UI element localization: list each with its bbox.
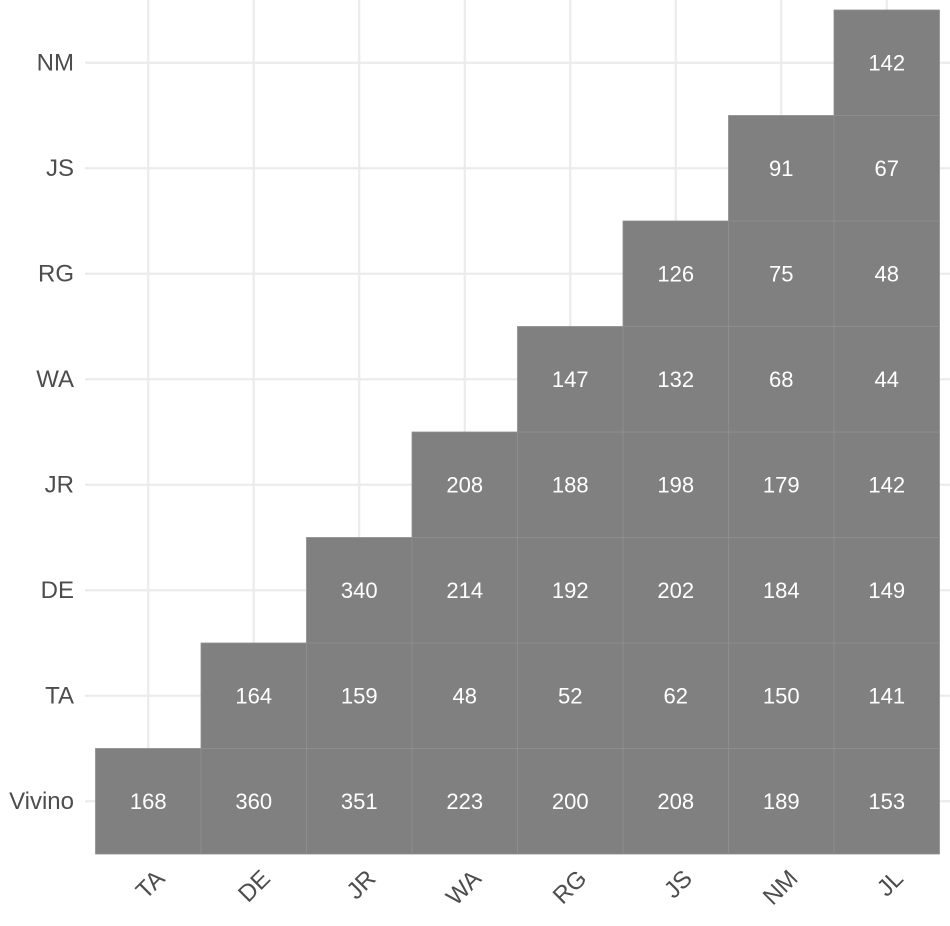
cell-value-label: 142 (868, 50, 905, 75)
cell-value-label: 150 (763, 683, 800, 708)
heatmap-cell (306, 537, 413, 644)
heatmap-cell (517, 431, 624, 538)
heatmap-cell (833, 9, 940, 116)
heatmap-cell (411, 431, 518, 538)
heatmap-cell (833, 642, 940, 749)
cell-value-label: 67 (875, 156, 899, 181)
x-tick-label: NM (758, 865, 803, 910)
heatmap-cell (728, 748, 835, 855)
heatmap-cell (306, 642, 413, 749)
heatmap-cell (411, 537, 518, 644)
cell-value-label: 142 (868, 472, 905, 497)
cell-value-label: 44 (875, 367, 899, 392)
y-tick-label: NM (37, 49, 74, 76)
heatmap-cell (622, 220, 729, 327)
x-tick-label: TA (131, 865, 171, 905)
cell-value-label: 75 (769, 261, 793, 286)
cell-value-label: 48 (875, 261, 899, 286)
heatmap-cell (517, 537, 624, 644)
heatmap-cell (622, 326, 729, 433)
y-tick-label: TA (45, 682, 74, 709)
heatmap-cell (95, 748, 202, 855)
cell-value-label: 168 (130, 789, 167, 814)
cell-labels: 168 360 351 223 200 208 189 153 164 159 48 52 62 150 1… (130, 50, 905, 814)
heatmap-cell (411, 748, 518, 855)
heatmap-cell (517, 326, 624, 433)
cell-value-label: 340 (341, 578, 378, 603)
heatmap-cell (728, 115, 835, 222)
heatmap-cell (833, 748, 940, 855)
heatmap-cell (622, 748, 729, 855)
cell-value-label: 62 (664, 683, 688, 708)
cell-value-label: 153 (868, 789, 905, 814)
heatmap-cell (306, 748, 413, 855)
heatmap-cell (411, 642, 518, 749)
cell-value-label: 198 (657, 472, 694, 497)
y-tick-label: JS (46, 155, 74, 182)
cell-value-label: 208 (657, 789, 694, 814)
cell-value-label: 159 (341, 683, 378, 708)
x-tick-label: WA (441, 865, 487, 911)
heatmap-cell (833, 537, 940, 644)
x-axis: TA DE JR WA RG JS NM JL (131, 865, 909, 911)
heatmap-cell (200, 642, 307, 749)
y-tick-label: RG (38, 260, 74, 287)
cell-value-label: 164 (235, 683, 272, 708)
y-axis: Vivino TA DE JR WA RG JS NM (9, 49, 74, 815)
x-tick-label: JS (659, 865, 698, 904)
heatmap-cell (833, 431, 940, 538)
cell-value-label: 223 (446, 789, 483, 814)
x-tick-label: RG (548, 865, 593, 910)
heatmap-cell (728, 220, 835, 327)
x-tick-label: JL (872, 865, 909, 902)
cell-value-label: 132 (657, 367, 694, 392)
heatmap-cell (833, 326, 940, 433)
heatmap-cell (728, 642, 835, 749)
cell-value-label: 91 (769, 156, 793, 181)
cell-value-label: 189 (763, 789, 800, 814)
heatmap-cell (833, 115, 940, 222)
cell-value-label: 149 (868, 578, 905, 603)
cell-value-label: 192 (552, 578, 589, 603)
cell-value-label: 179 (763, 472, 800, 497)
cell-value-label: 208 (446, 472, 483, 497)
cell-value-label: 351 (341, 789, 378, 814)
heatmap-cell (728, 537, 835, 644)
cell-value-label: 200 (552, 789, 589, 814)
heatmap-cells (95, 9, 940, 855)
y-tick-label: DE (41, 577, 74, 604)
heatmap-cell (517, 642, 624, 749)
cell-value-label: 68 (769, 367, 793, 392)
cell-value-label: 214 (446, 578, 483, 603)
y-tick-label: Vivino (9, 788, 74, 815)
y-tick-label: WA (36, 366, 74, 393)
heatmap-cell (622, 642, 729, 749)
cell-value-label: 126 (657, 261, 694, 286)
cell-value-label: 147 (552, 367, 589, 392)
cell-value-label: 188 (552, 472, 589, 497)
cell-value-label: 202 (657, 578, 694, 603)
cell-value-label: 52 (558, 683, 582, 708)
x-tick-label: JR (342, 865, 382, 905)
cell-value-label: 48 (453, 683, 477, 708)
y-tick-label: JR (45, 471, 74, 498)
heatmap-cell (622, 537, 729, 644)
cell-value-label: 184 (763, 578, 800, 603)
cell-value-label: 360 (235, 789, 272, 814)
cell-value-label: 141 (868, 683, 905, 708)
heatmap-cell (517, 748, 624, 855)
heatmap-cell (200, 748, 307, 855)
x-tick-label: DE (233, 865, 276, 908)
